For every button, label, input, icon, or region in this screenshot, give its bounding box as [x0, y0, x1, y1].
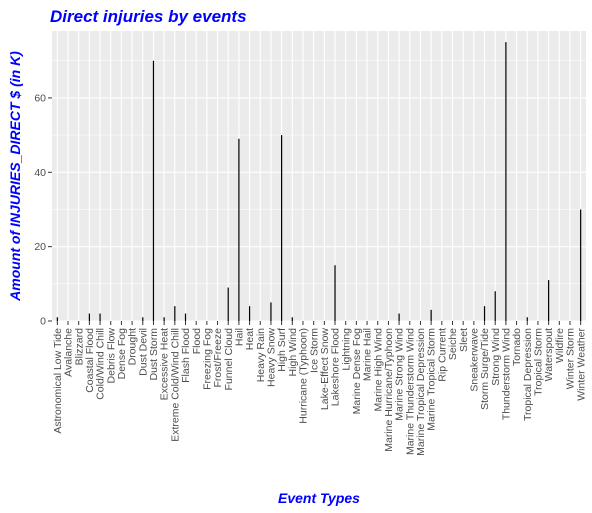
bar [142, 317, 143, 321]
bar [99, 314, 100, 321]
y-tick-label: 20 [34, 241, 46, 253]
bar [548, 280, 549, 321]
y-axis: 0 20 40 60 [34, 92, 52, 327]
bar [164, 317, 165, 321]
bar [57, 317, 58, 321]
bar [399, 314, 400, 321]
bar [580, 209, 581, 321]
bar [238, 139, 239, 321]
bar [281, 135, 282, 321]
y-tick-label: 0 [40, 316, 46, 328]
bar [527, 317, 528, 321]
bar [153, 61, 154, 321]
bar [431, 310, 432, 321]
y-axis-title: Amount of INJURIES_DIRECT $ (in K) [7, 51, 23, 302]
bar [505, 42, 506, 321]
x-axis: Astronomical Low TideAvalancheBlizzardCo… [52, 321, 587, 456]
bar [174, 306, 175, 321]
bar [228, 288, 229, 321]
bar [334, 265, 335, 321]
y-tick-label: 40 [34, 167, 46, 179]
bar [270, 302, 271, 321]
x-axis-title: Event Types [278, 490, 360, 506]
y-tick-label: 60 [34, 92, 46, 104]
bar [495, 291, 496, 321]
bar [89, 314, 90, 321]
bar [249, 306, 250, 321]
bar [484, 306, 485, 321]
bar [292, 317, 293, 321]
bar [185, 314, 186, 321]
x-tick-label: Winter Weather [575, 328, 587, 401]
chart-title: Direct injuries by events [50, 7, 247, 26]
